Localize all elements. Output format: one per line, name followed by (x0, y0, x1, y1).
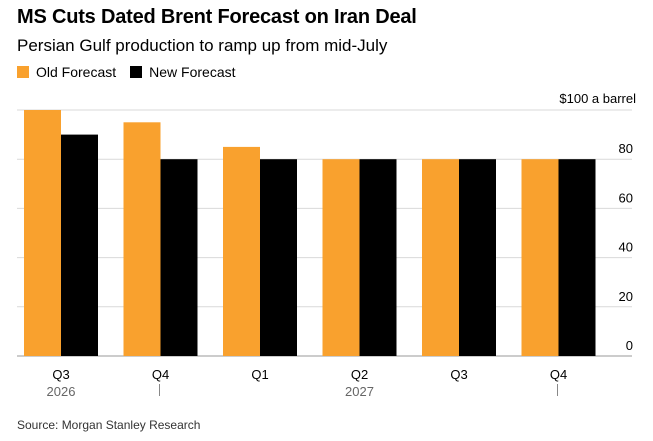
bar-new-forecast (61, 134, 98, 356)
bar-old-forecast (223, 146, 260, 356)
legend-item-old: Old Forecast (17, 64, 116, 80)
bar-old-forecast (422, 159, 459, 356)
bar-old-forecast (24, 110, 61, 356)
legend-label-old: Old Forecast (36, 64, 117, 80)
x-tick-label: Q4 (550, 367, 567, 382)
y-tick-label: 0 (626, 338, 633, 353)
bar-old-forecast (322, 159, 360, 356)
bar-new-forecast (160, 159, 198, 356)
bar-new-forecast (260, 159, 297, 356)
chart-subtitle: Persian Gulf production to ramp up from … (17, 36, 388, 55)
y-tick-label: 60 (619, 190, 633, 205)
x-tick-label: Q3 (52, 367, 69, 382)
legend-swatch-new (130, 66, 143, 78)
year-label: 2027 (345, 384, 374, 399)
x-tick-label: Q2 (351, 367, 368, 382)
legend-swatch-old (17, 66, 29, 78)
bar-old-forecast (521, 159, 559, 356)
bar-new-forecast (359, 159, 397, 356)
y-tick-label: 80 (619, 141, 633, 156)
y-tick-label: 40 (619, 240, 633, 255)
bar-old-forecast (123, 122, 161, 356)
legend: Old Forecast New Forecast (17, 64, 250, 80)
bar-new-forecast (558, 159, 596, 356)
y-tick-label: 20 (619, 289, 633, 304)
legend-item-new: New Forecast (130, 64, 236, 80)
legend-label-new: New Forecast (149, 64, 236, 80)
source-note: Source: Morgan Stanley Research (17, 418, 201, 432)
x-tick-label: Q3 (450, 367, 467, 382)
x-tick-label: Q1 (251, 367, 268, 382)
x-tick-label: Q4 (152, 367, 169, 382)
year-label: 2026 (47, 384, 76, 399)
bar-new-forecast (459, 159, 496, 356)
chart-title: MS Cuts Dated Brent Forecast on Iran Dea… (17, 6, 417, 28)
y-unit-label: $100 a barrel (559, 91, 636, 106)
